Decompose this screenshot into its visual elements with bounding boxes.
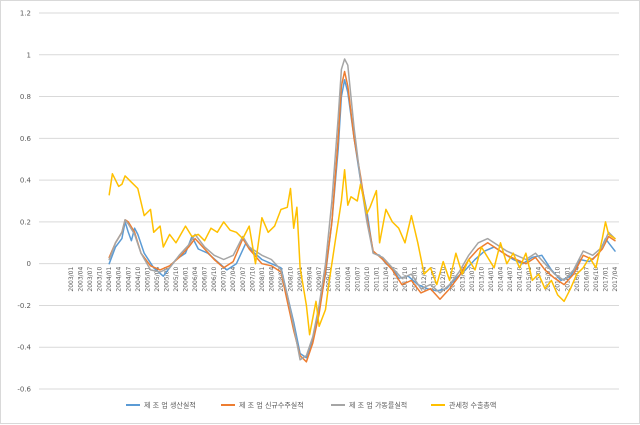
x-tick-label: 2013/10 xyxy=(478,266,485,291)
x-tick-label: 2012/04 xyxy=(421,266,428,291)
x-tick-label: 2003/07 xyxy=(87,266,94,291)
y-tick-label: 0.2 xyxy=(20,218,31,226)
x-tick-label: 2016/01 xyxy=(564,266,571,291)
x-tick-label: 2005/10 xyxy=(173,266,180,291)
x-tick-label: 2008/10 xyxy=(288,266,295,291)
x-tick-label: 2004/01 xyxy=(106,266,113,291)
x-tick-label: 2005/07 xyxy=(163,266,170,291)
legend-label: 관세청 수출총액 xyxy=(449,401,496,410)
x-tick-label: 2017/01 xyxy=(602,266,609,291)
y-tick-label: 1 xyxy=(27,51,31,59)
x-tick-label: 2009/07 xyxy=(316,266,323,291)
x-tick-label: 2010/07 xyxy=(354,266,361,291)
y-tick-label: -0.6 xyxy=(17,386,31,394)
x-tick-label: 2016/10 xyxy=(593,266,600,291)
x-tick-label: 2006/04 xyxy=(192,266,199,291)
series-line-3 xyxy=(108,58,616,361)
x-tick-label: 2003/10 xyxy=(97,266,104,291)
x-tick-label: 2015/10 xyxy=(555,266,562,291)
x-tick-label: 2004/04 xyxy=(116,266,123,291)
legend-label: 제 조 업 생산실적 xyxy=(144,401,196,410)
y-tick-label: 1.2 xyxy=(20,10,31,18)
x-tick-label: 2014/10 xyxy=(517,266,524,291)
x-tick-label: 2012/10 xyxy=(440,266,447,291)
x-tick-label: 2014/07 xyxy=(507,266,514,291)
x-tick-label: 2014/04 xyxy=(497,266,504,291)
x-tick-label: 2008/04 xyxy=(268,266,275,291)
x-tick-label: 2015/04 xyxy=(536,266,543,291)
x-tick-label: 2015/01 xyxy=(526,266,533,291)
x-tick-label: 2010/10 xyxy=(364,266,371,291)
x-tick-label: 2007/04 xyxy=(230,266,237,291)
series-lines xyxy=(108,58,616,363)
x-tick-label: 2005/04 xyxy=(154,266,161,291)
x-tick-label: 2016/04 xyxy=(574,266,581,291)
x-tick-label: 2006/07 xyxy=(202,266,209,291)
x-tick-label: 2017/04 xyxy=(612,266,619,291)
x-tick-label: 2006/01 xyxy=(183,266,190,291)
x-tick-label: 2011/07 xyxy=(392,266,399,291)
y-tick-label: 0.8 xyxy=(20,93,31,101)
x-tick-label: 2009/04 xyxy=(307,266,314,291)
x-tick-label: 2004/07 xyxy=(125,266,132,291)
x-tick-label: 2005/01 xyxy=(144,266,151,291)
x-tick-label: 2007/07 xyxy=(240,266,247,291)
x-tick-label: 2004/10 xyxy=(135,266,142,291)
x-tick-label: 2003/04 xyxy=(78,266,85,291)
legend-label: 제 조 업 신규수주실적 xyxy=(239,401,304,410)
y-axis-tick-labels: -0.6 -0.4 -0.2 0 0.2 0.4 0.6 0.8 1 1.2 xyxy=(17,10,31,394)
x-tick-label: 2003/01 xyxy=(68,266,75,291)
x-tick-label: 2007/10 xyxy=(249,266,256,291)
gridlines xyxy=(39,12,619,390)
x-tick-label: 2014/01 xyxy=(488,266,495,291)
x-tick-label: 2010/04 xyxy=(345,266,352,291)
x-tick-label: 2013/04 xyxy=(459,266,466,291)
legend: 제 조 업 생산실적 제 조 업 신규수주실적 제 조 업 가동률실적 관세청 수출총… xyxy=(126,401,496,410)
series-line-4 xyxy=(108,168,616,336)
y-tick-label: 0.4 xyxy=(20,177,32,185)
legend-label: 제 조 업 가동률실적 xyxy=(349,401,407,410)
x-tick-label: 2007/01 xyxy=(221,266,228,291)
x-tick-label: 2011/10 xyxy=(402,266,409,291)
x-tick-label: 2016/07 xyxy=(583,266,590,291)
x-tick-label: 2011/04 xyxy=(383,266,390,291)
x-tick-label: 2009/01 xyxy=(297,266,304,291)
x-tick-label: 2013/07 xyxy=(469,266,476,291)
x-tick-label: 2008/01 xyxy=(259,266,266,291)
series-line-2 xyxy=(108,70,616,363)
series-line-1 xyxy=(108,79,616,359)
y-tick-label: -0.4 xyxy=(17,344,31,352)
x-tick-label: 2015/07 xyxy=(545,266,552,291)
x-tick-label: 2011/01 xyxy=(373,266,380,291)
y-tick-label: 0 xyxy=(27,260,31,268)
x-tick-label: 2006/10 xyxy=(211,266,218,291)
x-tick-label: 2010/01 xyxy=(335,266,342,291)
y-tick-label: -0.2 xyxy=(17,302,31,310)
x-tick-label: 2008/07 xyxy=(278,266,285,291)
y-tick-label: 0.6 xyxy=(20,135,32,143)
